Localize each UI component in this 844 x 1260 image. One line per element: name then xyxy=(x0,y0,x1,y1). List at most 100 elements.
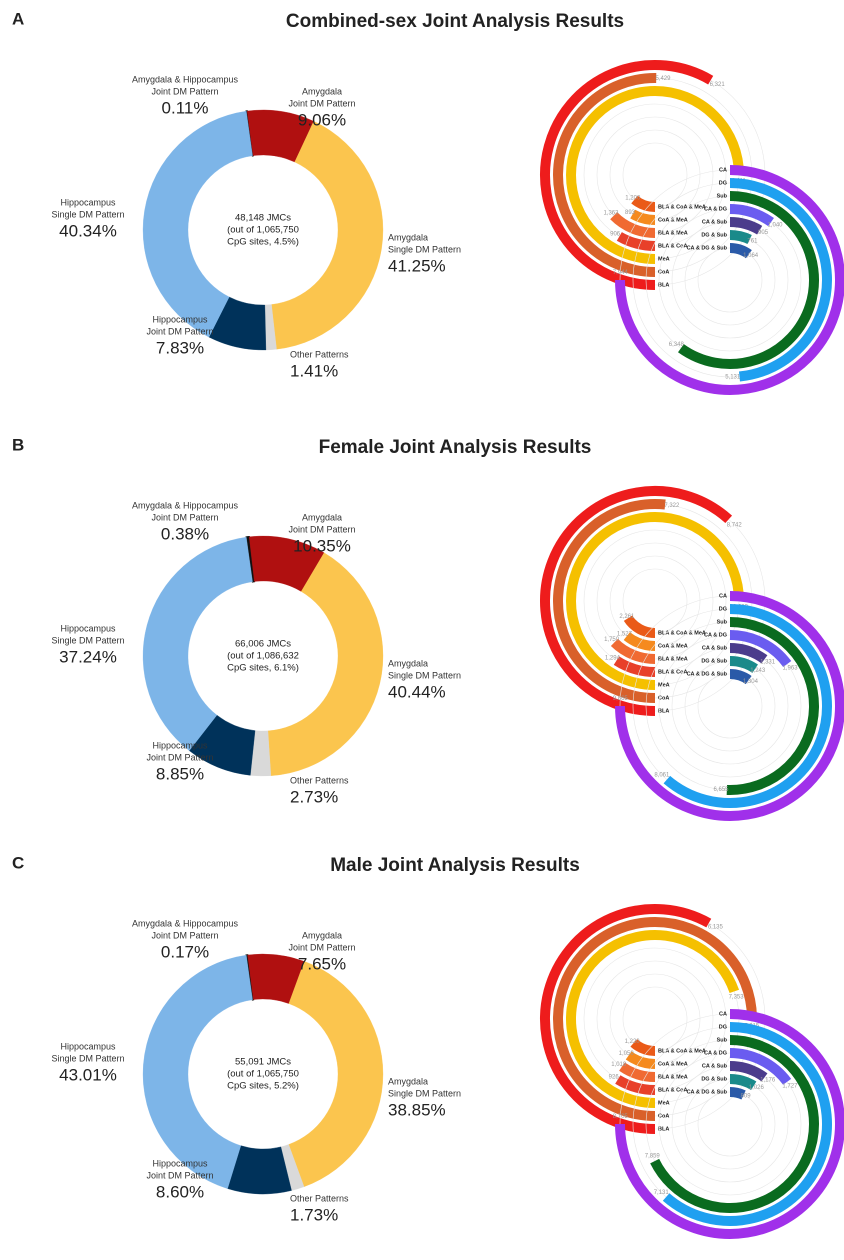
donut-slice xyxy=(142,536,253,751)
ring-value: 1,304 xyxy=(743,679,759,685)
ring-guide xyxy=(697,1091,763,1157)
donut-panel: B Female Joint Analysis Results 66,006 JMC… xyxy=(12,435,591,806)
ring-value: 1,750 xyxy=(604,637,620,643)
radial-bar xyxy=(553,499,666,703)
radial-bar xyxy=(729,1074,757,1091)
ring-label: MeA xyxy=(658,1100,670,1106)
ring-label: CoA xyxy=(658,695,669,701)
ring-label: Sub xyxy=(717,193,728,199)
radial-bar xyxy=(540,60,714,290)
slice-name: Other Patterns xyxy=(290,1193,349,1203)
ring-value: 5,429 xyxy=(655,76,671,82)
radial-bar xyxy=(623,632,656,651)
ring-value: 7,944 xyxy=(613,270,629,276)
radial-bar xyxy=(615,591,844,821)
slice-value: 10.35% xyxy=(293,536,351,555)
radial-bar-chart: 7,944 CA 5,131 DG 6,348 Sub 1,040 CA & DG 905 CA … xyxy=(613,165,844,395)
ring-value: 8,742 xyxy=(727,522,743,528)
donut-panel: C Male Joint Analysis Results 55,091 JMCs(… xyxy=(12,853,580,1224)
radial-bar xyxy=(553,917,757,1121)
ring-value: 1,294 xyxy=(605,655,621,661)
panel-title: Male Joint Analysis Results xyxy=(330,855,580,876)
center-text: (out of 1,065,750 xyxy=(227,225,299,236)
ring-value: 5,131 xyxy=(725,375,741,381)
ring-label: CA xyxy=(719,1011,727,1017)
ring-label: BLA & CoA xyxy=(658,669,687,675)
ring-label: CA & Sub xyxy=(702,645,728,651)
ring-label: BLA xyxy=(658,708,669,714)
radial-bar xyxy=(729,669,752,685)
ring-value: 905 xyxy=(758,230,769,236)
radial-bar-chart: 8,705 CA 7,131 DG 7,859 Sub 1,727 CA & DG 1,176 C… xyxy=(613,1009,844,1239)
slice-value: 0.11% xyxy=(162,98,209,117)
ring-label: CoA xyxy=(658,1113,669,1119)
slice-value: 40.34% xyxy=(59,221,117,240)
panel-letter: B xyxy=(12,435,24,454)
ring-label: DG & Sub xyxy=(701,232,727,238)
donut-slice xyxy=(288,961,384,1187)
radial-bar xyxy=(729,630,792,668)
radial-bar xyxy=(566,930,740,1108)
slice-value: 7.65% xyxy=(298,954,346,973)
radial-bar xyxy=(729,178,832,382)
radial-bar xyxy=(729,656,758,673)
radial-bar xyxy=(729,1087,746,1100)
center-text: (out of 1,065,750 xyxy=(227,1069,299,1080)
radial-bar xyxy=(615,1075,656,1095)
donut-slice xyxy=(267,552,384,776)
ring-value: 7,353 xyxy=(729,995,745,1001)
slice-name: Amygdala & Hippocampus xyxy=(132,918,239,928)
ring-value: 1,026 xyxy=(749,1085,765,1091)
ring-label: CoA xyxy=(658,269,669,275)
center-text: 55,091 JMCs xyxy=(235,1057,291,1068)
ring-value: 1,176 xyxy=(760,1077,776,1083)
ring-value: 1,018 xyxy=(611,1062,627,1068)
ring-value: 809 xyxy=(741,1094,752,1100)
ring-label: BLA & CoA xyxy=(658,1087,687,1093)
ring-label: DG & Sub xyxy=(701,1076,727,1082)
ring-label: BLA xyxy=(658,1126,669,1132)
slice-name: Amygdala & Hippocampus xyxy=(132,74,239,84)
ring-label: BLA & MeA xyxy=(658,656,688,662)
radial-bar xyxy=(540,486,733,716)
ring-label: CA & DG & Sub xyxy=(687,671,728,677)
radial-bar xyxy=(631,195,656,212)
slice-name: Hippocampus xyxy=(152,740,208,750)
ring-label: BLA & CoA & MeA xyxy=(658,204,706,210)
radial-bar xyxy=(623,615,656,638)
slice-name: Other Patterns xyxy=(290,349,349,359)
slice-value: 40.44% xyxy=(388,682,446,701)
ring-label: CA & DG xyxy=(704,206,727,212)
center-text: (out of 1,086,632 xyxy=(227,651,299,662)
ring-label: BLA & MeA xyxy=(658,1074,688,1080)
ring-label: CA & DG xyxy=(704,632,727,638)
radial-bar xyxy=(610,638,656,664)
ring-label: BLA xyxy=(658,282,669,288)
radial-bar xyxy=(630,209,656,225)
ring-value: 1,220 xyxy=(625,1039,641,1045)
radial-bar xyxy=(729,1061,768,1082)
radial-bar xyxy=(615,165,844,395)
slice-name: Joint DM Pattern xyxy=(151,512,218,522)
radial-bar xyxy=(650,1035,819,1213)
slice-value: 9.06% xyxy=(298,110,346,129)
radial-bar xyxy=(625,1051,656,1069)
ring-value: 6,135 xyxy=(708,925,724,931)
radial-bar xyxy=(726,617,819,795)
radial-bar xyxy=(729,1048,792,1085)
radial-bar-chart: 9,865 CA 8,061 DG 6,655 Sub 1,963 CA & DG 1,331 C… xyxy=(613,591,844,821)
donut-panel: A Combined-sex Joint Analysis Results 48,1… xyxy=(12,9,624,380)
ring-value: 6,348 xyxy=(669,342,685,348)
radial-bar xyxy=(553,73,657,277)
ring-value: 6,655 xyxy=(714,787,730,793)
ring-label: CA xyxy=(719,167,727,173)
slice-name: Single DM Pattern xyxy=(388,670,461,680)
ring-value: 1,200 xyxy=(625,196,641,202)
ring-value: 8,705 xyxy=(613,1114,629,1120)
ring-value: 1,243 xyxy=(750,668,766,674)
ring-value: 7,131 xyxy=(654,1190,670,1196)
ring-label: MeA xyxy=(658,682,670,688)
slice-name: Amygdala xyxy=(388,232,428,242)
